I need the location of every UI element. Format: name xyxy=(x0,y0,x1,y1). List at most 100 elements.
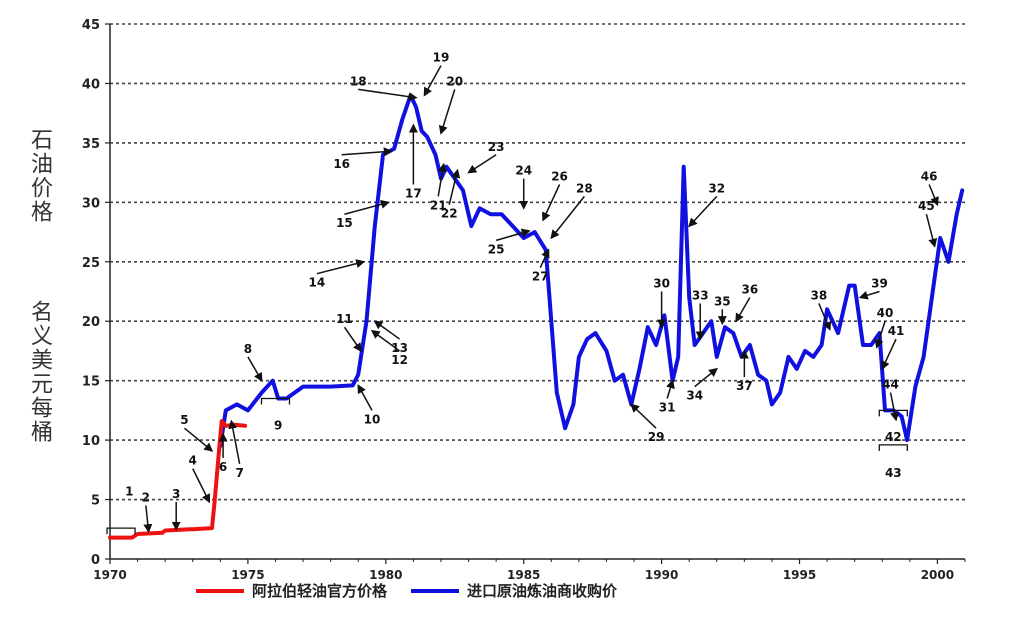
annotation-arrow-28 xyxy=(550,195,585,240)
annotation-label-32: 32 xyxy=(708,181,725,195)
annotation-arrow-15 xyxy=(344,199,391,215)
bracket-43 xyxy=(878,444,908,451)
annotation-label-14: 14 xyxy=(309,276,326,290)
annotation-label-41: 41 xyxy=(888,324,905,338)
annotation-arrow-2 xyxy=(143,505,153,534)
x-tick-label-1980: 1980 xyxy=(369,568,402,582)
annotation-label-36: 36 xyxy=(742,282,759,296)
annotation-label-34: 34 xyxy=(686,389,703,403)
annotation-label-45: 45 xyxy=(918,199,935,213)
annotation-arrow-39 xyxy=(858,290,880,300)
legend-label-arabian: 阿拉伯轻油官方价格 xyxy=(252,582,388,600)
annotation-label-1: 1 xyxy=(125,485,133,499)
annotation-label-15: 15 xyxy=(336,216,353,230)
series-line-imported-crude xyxy=(218,93,965,449)
annotation-label-37: 37 xyxy=(736,379,753,393)
annotation-label-21: 21 xyxy=(430,198,447,212)
annotation-label-7: 7 xyxy=(235,466,243,480)
legend-item-imported: 进口原油炼油商收购价 xyxy=(411,580,617,601)
legend-label-imported: 进口原油炼油商收购价 xyxy=(467,582,618,600)
annotation-label-6: 6 xyxy=(219,460,227,474)
x-tick-label-1990: 1990 xyxy=(645,568,678,582)
annotation-label-10: 10 xyxy=(364,412,381,426)
annotation-arrow-34 xyxy=(694,367,718,388)
annotation-arrow-45 xyxy=(925,214,938,248)
y-tick-label-40: 40 xyxy=(82,77,100,92)
annotation-label-22: 22 xyxy=(441,207,458,221)
bracket-1 xyxy=(106,527,136,535)
annotation-arrow-18 xyxy=(358,88,418,102)
y-tick-label-30: 30 xyxy=(82,196,100,211)
annotation-arrow-40 xyxy=(874,320,886,349)
annotation-arrow-4 xyxy=(192,468,210,504)
y-tick-label-10: 10 xyxy=(82,434,100,449)
annotation-label-27: 27 xyxy=(532,270,549,284)
x-tick-label-1995: 1995 xyxy=(783,568,816,582)
annotation-label-2: 2 xyxy=(142,491,150,505)
y-axis-label: 石油价格 xyxy=(26,128,54,224)
annotation-label-35: 35 xyxy=(714,294,731,308)
annotation-arrow-21 xyxy=(437,162,447,197)
bracket-9 xyxy=(260,397,291,405)
bracket-42 xyxy=(878,409,908,417)
legend-swatch-arabian xyxy=(196,588,244,593)
annotation-label-43: 43 xyxy=(885,466,902,480)
annotation-label-40: 40 xyxy=(877,306,894,320)
annotation-arrow-8 xyxy=(247,356,263,382)
annotation-arrow-32 xyxy=(688,195,718,228)
annotation-label-17: 17 xyxy=(405,187,422,201)
legend-item-arabian: 阿拉伯轻油官方价格 xyxy=(196,580,387,601)
annotation-label-5: 5 xyxy=(180,413,188,427)
x-tick-label-2000: 2000 xyxy=(921,568,954,582)
annotation-label-46: 46 xyxy=(921,170,938,184)
y-tick-label-45: 45 xyxy=(82,18,100,33)
y-axis-label-line-1: 石油价格 xyxy=(27,128,52,224)
legend: 阿拉伯轻油官方价格 进口原油炼油商收购价 xyxy=(196,580,617,601)
x-tick-label-1985: 1985 xyxy=(507,568,540,582)
annotation-label-26: 26 xyxy=(551,170,568,184)
annotation-arrow-20 xyxy=(438,89,456,135)
annotation-label-11: 11 xyxy=(336,312,353,326)
annotation-arrow-16 xyxy=(341,147,393,157)
y-tick-label-20: 20 xyxy=(82,315,100,330)
annotation-label-16: 16 xyxy=(333,157,350,171)
annotation-label-19: 19 xyxy=(433,51,450,65)
annotation-arrow-38 xyxy=(818,303,832,331)
annotation-arrow-44 xyxy=(889,392,899,422)
annotation-arrow-10 xyxy=(357,384,373,411)
annotation-label-23: 23 xyxy=(488,140,505,154)
annotation-arrow-5 xyxy=(183,427,214,452)
annotation-arrow-14 xyxy=(316,259,366,275)
annotation-label-13: 13 xyxy=(391,341,408,355)
annotation-label-39: 39 xyxy=(871,277,888,291)
annotation-arrow-46 xyxy=(928,184,939,207)
annotation-label-24: 24 xyxy=(515,164,532,178)
x-tick-label-1975: 1975 xyxy=(231,568,264,582)
annotation-arrow-13 xyxy=(373,320,401,340)
annotation-label-30: 30 xyxy=(653,277,670,291)
y-tick-label-35: 35 xyxy=(82,137,100,152)
annotation-label-25: 25 xyxy=(488,242,505,256)
annotation-label-31: 31 xyxy=(659,401,676,415)
annotation-arrow-29 xyxy=(630,403,657,429)
x-tick-label-1970: 1970 xyxy=(93,568,126,582)
y-tick-label-0: 0 xyxy=(91,553,100,568)
annotation-arrow-19 xyxy=(423,65,442,97)
annotation-label-12: 12 xyxy=(391,353,408,367)
y-axis-label-unit: 名义美元每桶 xyxy=(26,300,54,444)
annotation-label-38: 38 xyxy=(810,288,827,302)
annotation-label-20: 20 xyxy=(446,74,463,88)
annotation-arrow-11 xyxy=(343,326,362,353)
annotation-arrow-12 xyxy=(370,329,401,352)
annotation-arrow-27 xyxy=(539,248,550,269)
annotation-label-42: 42 xyxy=(885,430,902,444)
annotation-label-18: 18 xyxy=(350,74,367,88)
annotation-label-44: 44 xyxy=(882,378,899,392)
annotation-arrow-36 xyxy=(735,297,751,323)
annotation-arrow-23 xyxy=(467,154,497,174)
annotation-arrow-41 xyxy=(881,338,897,371)
y-tick-label-25: 25 xyxy=(82,256,100,271)
y-tick-label-15: 15 xyxy=(82,375,100,390)
annotation-label-33: 33 xyxy=(692,288,709,302)
